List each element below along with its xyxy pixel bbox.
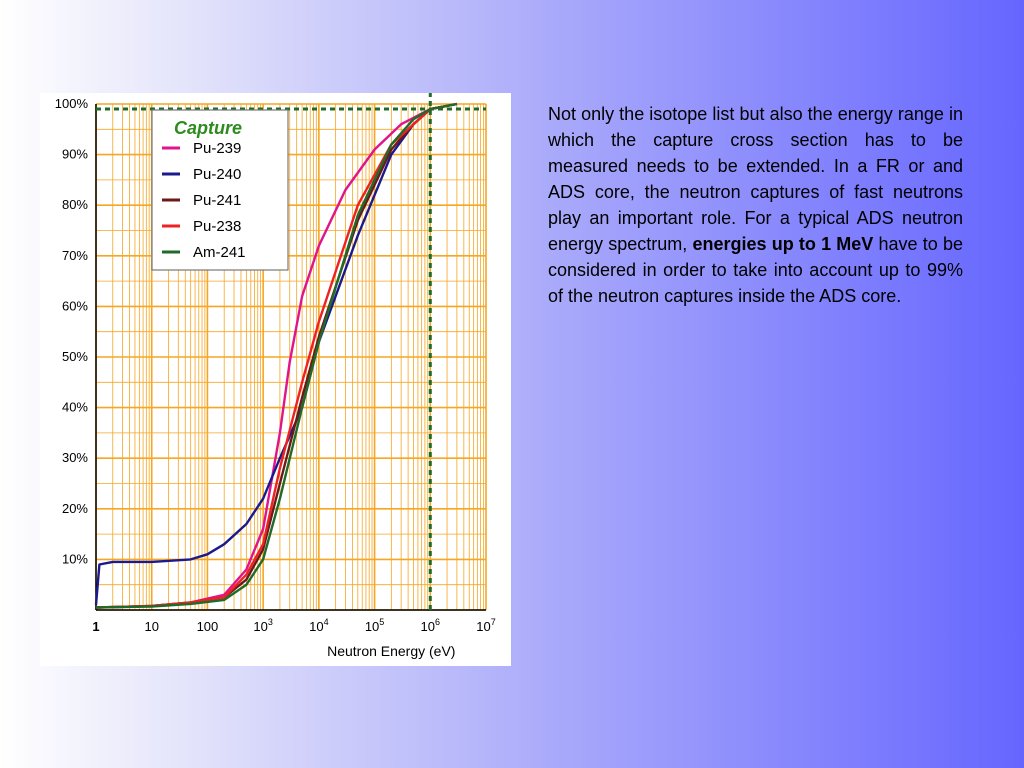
x-tick-exponent: 6	[435, 617, 440, 627]
x-axis-label: Neutron Energy (eV)	[327, 643, 455, 659]
x-tick-label: 10	[144, 619, 158, 634]
legend-label: Am-241	[193, 244, 246, 261]
legend-box	[151, 109, 289, 271]
y-tick-label: 60%	[62, 298, 88, 313]
y-tick-label: 20%	[62, 501, 88, 516]
legend: Capture Pu-239 Pu-240 Pu-241 Pu-238 Am-241	[151, 109, 289, 271]
description-part-2: have to be considered in order to take i…	[548, 234, 964, 306]
series-line-am-241	[95, 102, 458, 609]
y-tick-label: 40%	[62, 400, 88, 415]
y-tick-label: 10%	[62, 551, 88, 566]
legend-label: Pu-241	[193, 192, 241, 209]
x-tick-exponent: 5	[379, 617, 384, 627]
x-tick-label: 106	[421, 617, 440, 634]
x-tick-label: 1	[92, 619, 99, 634]
y-tick-label: 90%	[62, 147, 88, 162]
x-tick-label: 105	[365, 617, 384, 634]
y-tick-label: 30%	[62, 450, 88, 465]
y-tick-label: 70%	[62, 248, 88, 263]
x-tick-label: 100	[197, 619, 219, 634]
x-tick-exponent: 3	[268, 617, 273, 627]
x-tick-label: 103	[253, 617, 272, 634]
x-tick-label: 104	[309, 617, 328, 634]
y-tick-label: 80%	[62, 197, 88, 212]
x-tick-exponent: 7	[491, 617, 496, 627]
description-text: Not only the isotope list but also the e…	[548, 101, 963, 309]
x-tick-labels: 1 10 100 103 104 105 106 107	[92, 617, 495, 634]
x-tick-exponent: 4	[324, 617, 329, 627]
series-line-pu-240	[94, 102, 458, 606]
y-tick-label: 50%	[62, 349, 88, 364]
capture-chart: 10% 20% 30% 40% 50% 60% 70% 80% 90% 100% 1 10 100 103…	[40, 93, 511, 666]
series-lines	[94, 102, 458, 609]
legend-title: Capture	[174, 118, 242, 138]
series-line-pu-238	[95, 102, 458, 609]
description-bold: energies up to 1 MeV	[692, 234, 874, 254]
x-tick-label: 107	[476, 617, 495, 634]
chart-svg: 10% 20% 30% 40% 50% 60% 70% 80% 90% 100% 1 10 100 103…	[55, 93, 496, 659]
legend-label: Pu-240	[193, 166, 241, 183]
legend-label: Pu-239	[193, 140, 241, 157]
legend-label: Pu-238	[193, 218, 241, 235]
y-tick-labels: 10% 20% 30% 40% 50% 60% 70% 80% 90% 100%	[55, 96, 89, 566]
description-part-1: Not only the isotope list but also the e…	[548, 104, 963, 254]
y-tick-label: 100%	[55, 96, 89, 111]
